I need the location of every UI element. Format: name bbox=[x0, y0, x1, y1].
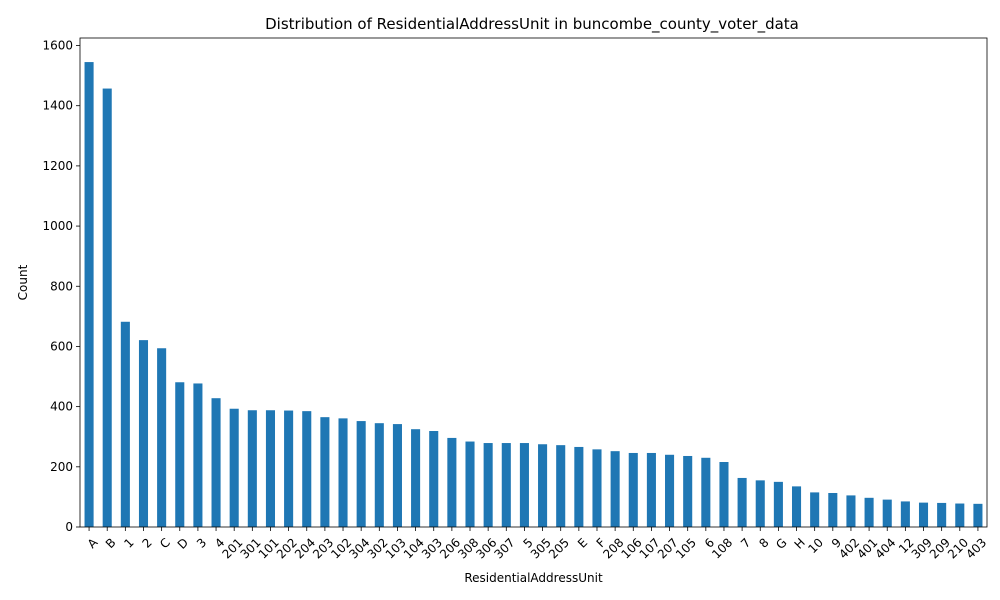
y-axis-title: Count bbox=[16, 264, 30, 300]
bar-304 bbox=[356, 421, 366, 527]
bar-402 bbox=[846, 495, 856, 527]
y-axis: 0 200 400 600 800 1000 1200 1400 1600 bbox=[42, 39, 80, 534]
bar-303 bbox=[429, 431, 439, 527]
y-tick-label: 600 bbox=[50, 339, 73, 353]
bar-12 bbox=[900, 501, 910, 527]
bar-E bbox=[574, 446, 584, 527]
x-tick-label: 8 bbox=[756, 535, 771, 550]
y-tick-label: 1000 bbox=[42, 219, 73, 233]
bar-6 bbox=[701, 457, 711, 527]
bar-206 bbox=[447, 437, 457, 527]
y-tick-label: 1600 bbox=[42, 39, 73, 53]
bars bbox=[84, 62, 983, 527]
bar-B bbox=[102, 88, 112, 527]
bar-A bbox=[84, 62, 94, 527]
bar-204 bbox=[302, 411, 312, 527]
bar-101 bbox=[265, 410, 276, 527]
bar-403 bbox=[973, 503, 983, 527]
x-tick-label: G bbox=[773, 535, 789, 551]
x-tick-label: 307 bbox=[492, 535, 518, 561]
bar-201 bbox=[229, 408, 239, 527]
bar-10 bbox=[810, 492, 820, 527]
bar-103 bbox=[392, 424, 402, 527]
bar-305 bbox=[538, 444, 548, 527]
x-tick-label: 2 bbox=[140, 535, 155, 550]
y-tick-label: 1400 bbox=[42, 99, 73, 113]
x-tick-label: 7 bbox=[738, 535, 753, 550]
bar-203 bbox=[320, 417, 330, 527]
x-tick-label: 10 bbox=[805, 535, 826, 556]
x-axis-title: ResidentialAddressUnit bbox=[464, 571, 603, 585]
bar-G bbox=[773, 481, 783, 527]
bar-209 bbox=[937, 502, 947, 527]
bar-404 bbox=[882, 499, 892, 527]
bar-H bbox=[791, 486, 802, 527]
plot-frame bbox=[79, 37, 988, 528]
x-tick-label: 108 bbox=[709, 535, 735, 561]
bar-302 bbox=[374, 423, 384, 527]
bar-308 bbox=[465, 441, 475, 527]
x-tick-label: C bbox=[157, 535, 173, 551]
x-tick-label: 3 bbox=[194, 535, 209, 550]
x-tick-label: 1 bbox=[121, 535, 136, 550]
bar-F bbox=[592, 449, 602, 527]
bar-306 bbox=[483, 443, 493, 527]
bar-D bbox=[175, 382, 185, 527]
bar-4 bbox=[211, 398, 221, 527]
bar-104 bbox=[411, 429, 421, 527]
bar-5 bbox=[519, 443, 529, 527]
x-tick-label: D bbox=[175, 535, 191, 551]
x-tick-label: B bbox=[103, 535, 119, 551]
bar-205 bbox=[556, 445, 566, 527]
x-tick-label: 105 bbox=[673, 535, 699, 561]
bar-3 bbox=[193, 383, 203, 527]
bar-2 bbox=[138, 340, 149, 527]
x-tick-label: 404 bbox=[872, 535, 898, 561]
x-tick-label: 205 bbox=[546, 535, 572, 561]
bar-C bbox=[157, 348, 167, 527]
bar-8 bbox=[755, 480, 765, 527]
bar-9 bbox=[828, 492, 838, 527]
x-tick-label: E bbox=[575, 535, 590, 550]
bar-106 bbox=[628, 452, 638, 527]
y-tick-label: 1200 bbox=[42, 159, 73, 173]
bar-208 bbox=[610, 451, 620, 527]
bar-105 bbox=[683, 455, 693, 527]
x-axis: A B 1 2 C D 3 420130110120220420310230430210310… bbox=[85, 527, 989, 562]
bar-102 bbox=[338, 418, 348, 527]
bar-210 bbox=[955, 503, 965, 527]
chart-title: Distribution of ResidentialAddressUnit i… bbox=[265, 15, 799, 34]
y-tick-label: 200 bbox=[50, 460, 73, 474]
bar-309 bbox=[918, 502, 929, 527]
x-tick-label: 403 bbox=[963, 535, 989, 561]
bar-207 bbox=[665, 454, 675, 527]
bar-1 bbox=[120, 321, 130, 527]
y-tick-label: 800 bbox=[50, 279, 73, 293]
x-tick-label: A bbox=[85, 535, 101, 551]
bar-108 bbox=[719, 462, 729, 527]
bar-301 bbox=[247, 410, 257, 527]
bar-307 bbox=[501, 443, 511, 527]
bar-7 bbox=[737, 477, 747, 527]
bar-401 bbox=[864, 497, 874, 527]
x-tick-label: H bbox=[792, 535, 808, 551]
y-tick-label: 400 bbox=[50, 400, 73, 414]
y-tick-label: 0 bbox=[65, 520, 73, 534]
bar-202 bbox=[284, 410, 294, 527]
bar-107 bbox=[646, 452, 656, 527]
